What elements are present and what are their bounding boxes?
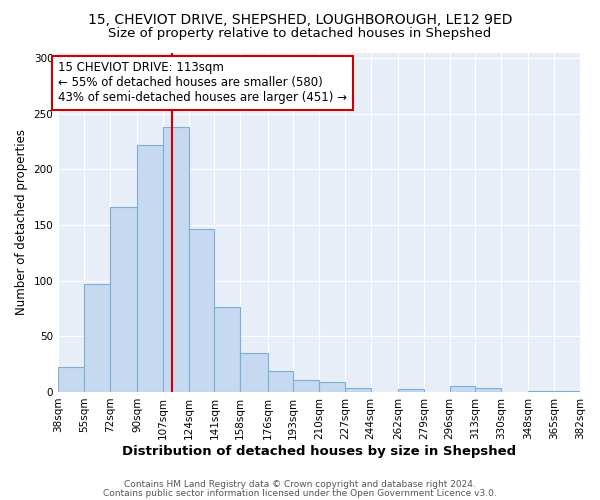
Bar bbox=[163, 127, 188, 392]
Bar bbox=[268, 371, 293, 392]
Bar bbox=[475, 388, 501, 392]
Bar bbox=[449, 386, 475, 392]
Bar bbox=[58, 368, 84, 392]
Text: Contains public sector information licensed under the Open Government Licence v3: Contains public sector information licen… bbox=[103, 489, 497, 498]
Bar bbox=[240, 353, 268, 392]
Bar bbox=[214, 308, 240, 392]
Bar bbox=[398, 388, 424, 392]
Bar bbox=[137, 145, 163, 392]
Bar bbox=[84, 284, 110, 392]
Text: Size of property relative to detached houses in Shepshed: Size of property relative to detached ho… bbox=[109, 28, 491, 40]
Bar bbox=[110, 207, 137, 392]
Text: Contains HM Land Registry data © Crown copyright and database right 2024.: Contains HM Land Registry data © Crown c… bbox=[124, 480, 476, 489]
Bar bbox=[188, 230, 214, 392]
X-axis label: Distribution of detached houses by size in Shepshed: Distribution of detached houses by size … bbox=[122, 444, 516, 458]
Bar bbox=[293, 380, 319, 392]
Bar bbox=[345, 388, 371, 392]
Bar bbox=[319, 382, 345, 392]
Bar bbox=[529, 391, 554, 392]
Text: 15 CHEVIOT DRIVE: 113sqm
← 55% of detached houses are smaller (580)
43% of semi-: 15 CHEVIOT DRIVE: 113sqm ← 55% of detach… bbox=[58, 62, 347, 104]
Bar bbox=[554, 391, 580, 392]
Y-axis label: Number of detached properties: Number of detached properties bbox=[15, 129, 28, 315]
Text: 15, CHEVIOT DRIVE, SHEPSHED, LOUGHBOROUGH, LE12 9ED: 15, CHEVIOT DRIVE, SHEPSHED, LOUGHBOROUG… bbox=[88, 12, 512, 26]
